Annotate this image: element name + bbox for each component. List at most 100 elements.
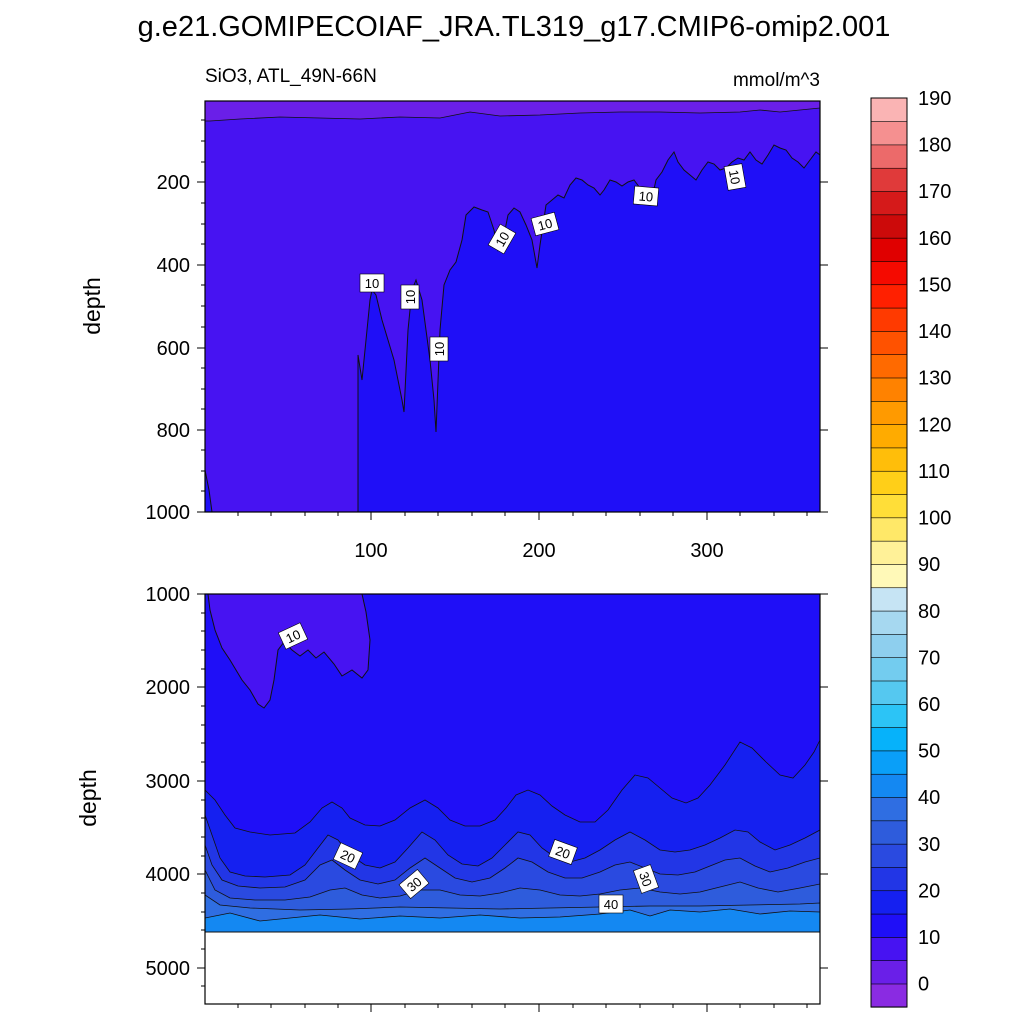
colorbar-tick-label: 80 [918, 601, 940, 623]
colorbar-swatch [870, 517, 908, 542]
contour-label: 20 [553, 843, 572, 862]
contour-label: 10 [638, 188, 654, 204]
colorbar-swatch [870, 960, 908, 985]
colorbar-swatch [870, 144, 908, 169]
contour-label: 30 [636, 870, 655, 889]
upper-contour-labels: 10 10 10 10 10 10 10 [359, 163, 747, 362]
no-data-region [205, 932, 820, 934]
colorbar-swatch [870, 400, 908, 425]
colorbar-tick-label: 30 [918, 834, 940, 856]
contour-label: 10 [492, 229, 512, 249]
upper-x-tick-label: 100 [354, 540, 387, 562]
upper-x-tick-label: 300 [690, 540, 723, 562]
colorbar-swatch [870, 913, 908, 938]
colorbar-tick-label: 60 [918, 694, 940, 716]
contour-label: 20 [338, 847, 357, 867]
region-10-20-upper [357, 144, 820, 512]
colorbar-swatch [870, 354, 908, 379]
contour-label: 10 [536, 215, 554, 233]
contour-label: 10 [432, 342, 447, 356]
upper-y-tick-label: 800 [157, 420, 190, 442]
colorbar-swatch [870, 237, 908, 262]
colorbar-swatch [870, 773, 908, 798]
colorbar-swatch [870, 190, 908, 216]
upper-y-tick-label: 400 [157, 255, 190, 277]
lower-y-axis [197, 593, 828, 987]
contour-label: 10 [365, 276, 379, 291]
colorbar-swatch [870, 680, 908, 705]
left-edge-sliver [205, 469, 213, 512]
colorbar-swatch [870, 493, 908, 519]
colorbar-swatch [870, 470, 908, 495]
colorbar-tick-label: 20 [918, 881, 940, 903]
colorbar-tick-labels: 0 10 20 30 40 50 60 70 80 90 100 110 120 130 140 150 160… [918, 88, 951, 996]
contour-label: 10 [726, 169, 743, 186]
colorbar-swatch [870, 167, 908, 192]
colorbar-swatch [870, 866, 908, 892]
colorbar-swatch [870, 97, 908, 122]
lower-panel [204, 593, 821, 1005]
colorbar-swatch [870, 377, 908, 402]
contour-label: 40 [604, 897, 618, 912]
lower-frame [204, 593, 821, 1005]
colorbar-swatch [870, 727, 908, 752]
colorbar-swatch [870, 936, 908, 961]
lower-y-axis-label: depth [75, 769, 101, 827]
lower-y-tick-label: 4000 [146, 864, 191, 886]
colorbar-swatch [870, 260, 908, 286]
colorbar-swatch [870, 587, 908, 612]
colorbar-swatch [870, 843, 908, 868]
colorbar-swatch [870, 284, 908, 309]
colorbar-swatch [870, 983, 908, 1008]
colorbar-tick-label: 160 [918, 228, 951, 250]
colorbar-swatch [870, 424, 908, 449]
upper-x-axis [237, 512, 808, 520]
colorbar-swatch [870, 214, 908, 239]
upper-x-tick-label: 200 [522, 540, 555, 562]
colorbar-swatch [870, 796, 908, 822]
colorbar-swatch [870, 307, 908, 332]
colorbar-swatch [870, 890, 908, 915]
colorbar-tick-label: 180 [918, 135, 951, 157]
upper-panel [204, 100, 821, 513]
colorbar-tick-label: 170 [918, 181, 951, 203]
contour-label: 10 [283, 627, 302, 647]
lower-contour-labels: 10 20 20 30 30 40 [277, 622, 659, 914]
colorbar-tick-label: 90 [918, 554, 940, 576]
upper-y-tick-label: 1000 [146, 502, 191, 524]
upper-y-axis [197, 119, 828, 513]
chart-title: g.e21.GOMIPECOIAF_JRA.TL319_g17.CMIP6-om… [138, 11, 891, 43]
colorbar-frame [870, 97, 908, 1008]
surface-layer [205, 101, 820, 122]
colorbar-tick-label: 150 [918, 275, 951, 297]
lower-x-axis [237, 1004, 808, 1012]
colorbar [870, 97, 908, 1008]
colorbar-swatch [870, 657, 908, 682]
upper-y-tick-label: 200 [157, 172, 190, 194]
lower-y-tick-label: 1000 [146, 584, 191, 606]
colorbar-swatch [870, 750, 908, 775]
colorbar-swatch [870, 121, 908, 146]
colorbar-swatch [870, 563, 908, 589]
colorbar-tick-label: 10 [918, 927, 940, 949]
colorbar-tick-label: 130 [918, 368, 951, 390]
colorbar-tick-label: 120 [918, 414, 951, 436]
colorbar-tick-label: 100 [918, 508, 951, 530]
colorbar-swatch [870, 447, 908, 472]
lower-y-tick-label: 3000 [146, 771, 191, 793]
colorbar-tick-label: 110 [918, 461, 950, 483]
upper-y-axis-label: depth [79, 277, 105, 335]
colorbar-swatch [870, 540, 908, 565]
colorbar-tick-label: 40 [918, 787, 940, 809]
colorbar-swatch [870, 820, 908, 845]
colorbar-swatch [870, 610, 908, 635]
lower-y-tick-label: 5000 [146, 958, 191, 980]
units-label: mmol/m^3 [733, 70, 820, 91]
colorbar-tick-label: 50 [918, 741, 940, 763]
variable-label: SiO3, ATL_49N-66N [205, 66, 377, 87]
contour-label: 10 [403, 290, 418, 304]
colorbar-tick-label: 140 [918, 321, 951, 343]
lower-y-tick-label: 2000 [146, 677, 191, 699]
colorbar-tick-label: 190 [918, 88, 951, 110]
